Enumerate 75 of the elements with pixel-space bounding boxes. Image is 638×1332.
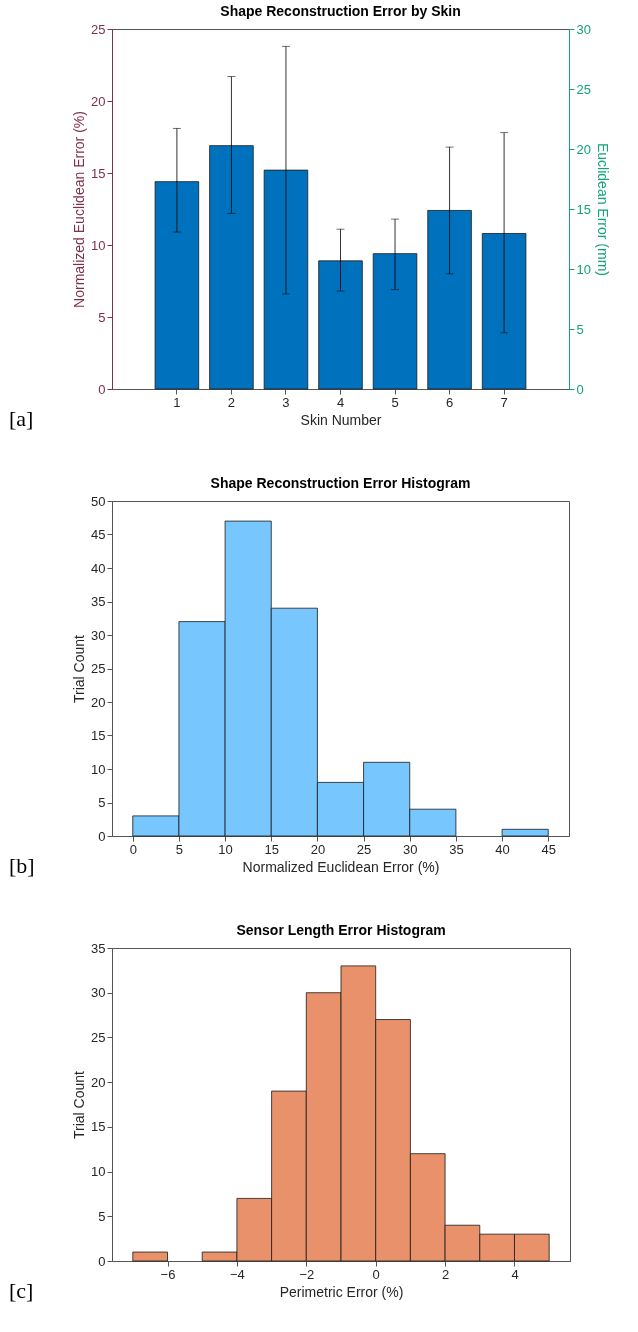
- y-axis-title: Trial Count: [71, 634, 88, 703]
- y-axis-title: Trial Count: [71, 1070, 88, 1139]
- y-tick-label: 35: [91, 594, 106, 609]
- y-tick-label: 15: [91, 1119, 106, 1135]
- x-tick-label: 35: [449, 841, 464, 857]
- text: [a]: [9, 406, 34, 431]
- y2-tick-label: 0: [576, 381, 584, 397]
- x-tick-label: 25: [356, 841, 372, 857]
- x-axis-title: Normalized Euclidean Error (%): [242, 858, 440, 875]
- bar: [154, 181, 200, 390]
- x-tick-label: −4: [230, 1266, 245, 1282]
- y2-tick-label: 20: [576, 141, 591, 157]
- chart-title: Sensor Length Error Histogram: [236, 922, 446, 938]
- y-tick-label: 20: [91, 1074, 106, 1090]
- y-tick-label: 20: [91, 93, 106, 109]
- y-tick-label: 5: [98, 309, 106, 325]
- y-tick-label: 50: [91, 493, 106, 509]
- y-tick-label: 15: [91, 728, 106, 743]
- x-tick-label: 45: [541, 841, 556, 857]
- y-tick-label: 25: [91, 1029, 106, 1045]
- chart-title: Shape Reconstruction Error by Skin: [220, 3, 461, 19]
- y2-axis-title: Euclidean Error (mm): [594, 142, 611, 277]
- text: [c]: [9, 1278, 34, 1303]
- x-tick-label: 10: [218, 841, 233, 857]
- x-tick-label: −2: [299, 1266, 315, 1282]
- y-tick-label: 35: [91, 940, 106, 956]
- x-tick-label: −6: [160, 1266, 176, 1282]
- y-axis-title: Normalized Euclidean Error (%): [71, 111, 88, 308]
- y-tick-label: 10: [91, 1164, 106, 1180]
- x-tick-label: 5: [391, 394, 399, 410]
- bar: [427, 210, 472, 390]
- text: [b]: [9, 853, 35, 878]
- y-tick-label: 0: [98, 381, 106, 397]
- y-tick-label: 15: [91, 165, 106, 181]
- y2-tick-label: 10: [576, 261, 591, 277]
- x-tick-label: 40: [495, 841, 510, 857]
- x-tick-label: 4: [336, 394, 345, 410]
- y-tick-label: 0: [98, 828, 106, 844]
- y-tick-label: 5: [98, 795, 106, 810]
- y-tick-label: 20: [91, 694, 106, 710]
- x-tick-label: 3: [282, 394, 290, 410]
- y-tick-label: 25: [91, 21, 106, 37]
- y-tick-label: 40: [91, 560, 106, 576]
- x-tick-label: 2: [227, 394, 236, 410]
- y-tick-label: 5: [98, 1208, 106, 1224]
- y-tick-label: 45: [91, 527, 106, 542]
- x-tick-label: 1: [173, 394, 181, 410]
- bar: [481, 233, 527, 390]
- chart-title: Shape Reconstruction Error Histogram: [210, 475, 471, 491]
- x-tick-label: 4: [511, 1266, 519, 1282]
- bar: [318, 260, 363, 390]
- x-tick-label: 0: [129, 841, 137, 857]
- y-tick-label: 30: [91, 985, 106, 1001]
- y-tick-label: 0: [98, 1253, 106, 1269]
- x-tick-label: 20: [310, 841, 326, 857]
- y-tick-label: 25: [91, 661, 106, 676]
- x-tick-label: 0: [372, 1266, 380, 1282]
- y-tick-label: 10: [91, 237, 106, 253]
- y-tick-label: 30: [91, 627, 106, 643]
- bar: [263, 169, 309, 390]
- x-tick-label: 5: [175, 841, 184, 857]
- y-tick-label: 10: [91, 761, 106, 777]
- x-axis-title: Perimetric Error (%): [279, 1283, 404, 1300]
- x-tick-label: 2: [441, 1266, 450, 1282]
- bar: [209, 145, 254, 390]
- x-tick-label: 15: [264, 841, 279, 857]
- x-tick-label: 30: [403, 841, 418, 857]
- x-axis-title: Skin Number: [300, 411, 382, 428]
- y2-tick-label: 15: [576, 201, 591, 217]
- bar: [372, 253, 418, 390]
- x-tick-label: 6: [445, 394, 454, 410]
- y2-tick-label: 25: [576, 81, 591, 97]
- x-tick-label: 7: [500, 394, 508, 410]
- y2-tick-label: 5: [576, 321, 584, 337]
- y2-tick-label: 30: [576, 21, 591, 37]
